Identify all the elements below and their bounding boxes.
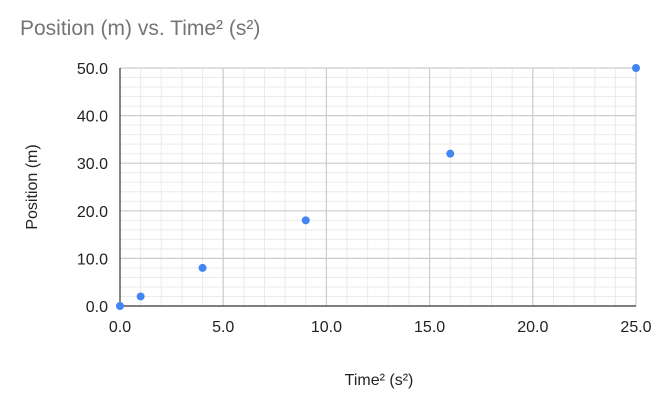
y-tick-label: 50.0 [77, 61, 108, 78]
y-tick-label: 40.0 [77, 109, 108, 126]
x-tick-label: 25.0 [620, 319, 651, 336]
y-tick-label: 30.0 [77, 156, 108, 173]
data-point [632, 64, 640, 72]
y-tick-label: 10.0 [77, 251, 108, 268]
major-gridlines [120, 67, 637, 306]
axes [119, 68, 636, 307]
y-axis-label: Position (m) [24, 144, 41, 229]
axis-labels: Time² (s²) Position (m) [24, 144, 413, 389]
x-tick-label: 15.0 [414, 319, 445, 336]
data-point [198, 263, 207, 272]
tick-labels: 0.0 5.0 10.0 15.0 20.0 25.0 0.0 10.0 20.0 30.0 40.… [77, 61, 652, 336]
data-point [446, 149, 455, 158]
x-tick-label: 20.0 [517, 319, 548, 336]
data-points [116, 64, 640, 310]
y-tick-label: 0.0 [86, 299, 108, 316]
minor-gridlines [120, 68, 636, 306]
data-point [301, 216, 310, 225]
x-tick-label: 10.0 [311, 319, 342, 336]
y-tick-label: 20.0 [77, 204, 108, 221]
chart-title: Position (m) vs. Time² (s²) [20, 17, 261, 40]
data-point [116, 302, 124, 310]
x-tick-label: 5.0 [212, 319, 234, 336]
x-tick-label: 0.0 [109, 319, 131, 336]
data-point [136, 292, 145, 301]
x-axis-label: Time² (s²) [345, 372, 414, 389]
